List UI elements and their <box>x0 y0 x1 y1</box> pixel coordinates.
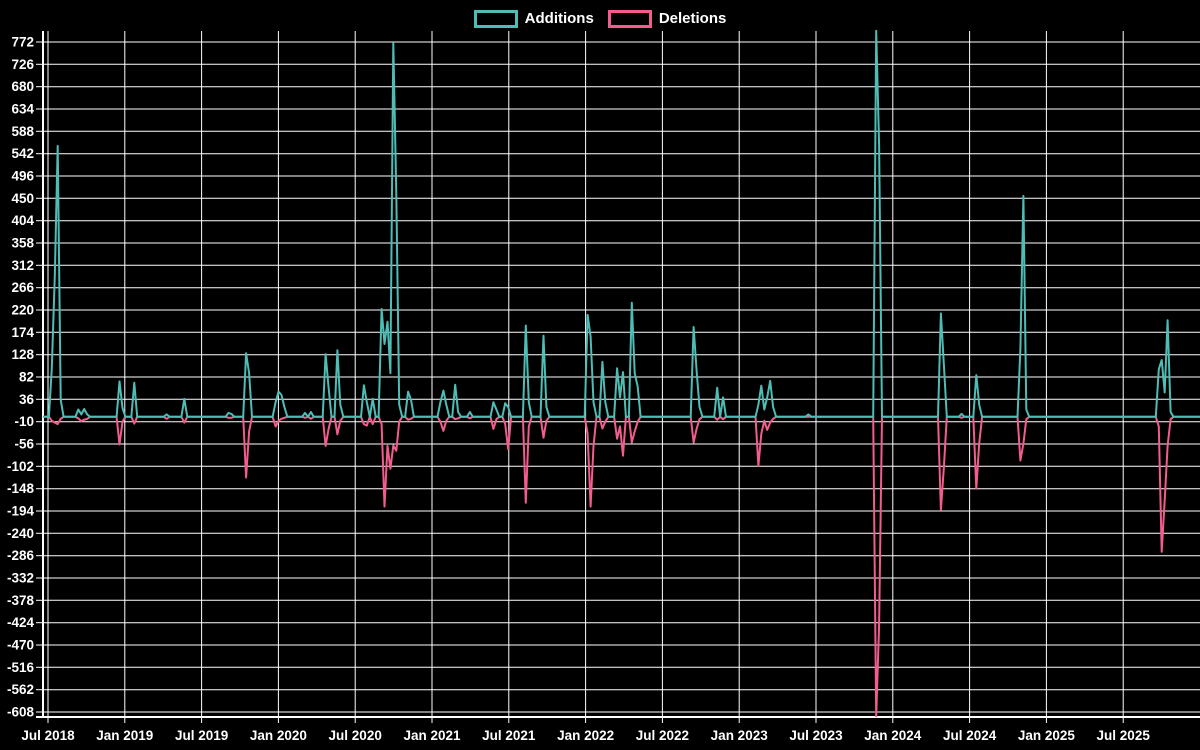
y-tick-label: 266 <box>11 280 34 295</box>
x-tick-label: Jul 2018 <box>21 728 75 743</box>
y-tick-label: 634 <box>11 102 34 117</box>
y-tick-label: 772 <box>11 35 34 50</box>
x-tick-label: Jan 2025 <box>1018 728 1076 743</box>
y-tick-label: -10 <box>14 414 34 429</box>
y-tick-label: 312 <box>11 258 34 273</box>
y-tick-label: 542 <box>11 146 34 161</box>
y-tick-label: 404 <box>11 213 34 228</box>
y-tick-label: -240 <box>7 526 34 541</box>
legend-label-deletions: Deletions <box>658 10 727 27</box>
y-tick-label: -286 <box>7 548 35 563</box>
y-tick-label: -148 <box>7 481 35 496</box>
x-tick-label: Jan 2023 <box>711 728 769 743</box>
x-tick-label: Jul 2020 <box>329 728 382 743</box>
x-tick-label: Jul 2024 <box>943 728 997 743</box>
y-tick-label: 726 <box>11 57 34 72</box>
deletions-swatch-icon <box>607 10 652 28</box>
y-tick-label: -562 <box>7 682 34 697</box>
x-tick-label: Jan 2022 <box>557 728 614 743</box>
deletions-line <box>43 415 1200 718</box>
legend-item-additions[interactable]: Additions <box>473 10 594 28</box>
y-tick-label: 450 <box>11 191 34 206</box>
x-tick-label: Jul 2022 <box>636 728 689 743</box>
y-tick-label: 680 <box>11 79 34 94</box>
x-tick-label: Jul 2021 <box>482 728 536 743</box>
x-tick-label: Jul 2025 <box>1097 728 1151 743</box>
legend-label-additions: Additions <box>524 10 594 27</box>
y-tick-label: -378 <box>7 593 35 608</box>
y-tick-label: -332 <box>7 571 34 586</box>
y-tick-label: -102 <box>7 459 34 474</box>
y-tick-label: 358 <box>11 236 34 251</box>
y-tick-label: -424 <box>7 615 35 630</box>
y-tick-label: 220 <box>11 303 34 318</box>
additions-line <box>43 30 1200 418</box>
y-tick-label: 174 <box>11 325 34 340</box>
x-tick-label: Jan 2020 <box>250 728 307 743</box>
y-tick-label: -608 <box>7 705 35 720</box>
chart-legend: Additions Deletions <box>0 8 1200 30</box>
y-tick-label: -470 <box>7 638 34 653</box>
y-tick-label: 82 <box>19 370 34 385</box>
y-tick-label: 496 <box>11 169 34 184</box>
y-tick-label: 128 <box>11 347 34 362</box>
x-tick-label: Jan 2024 <box>864 728 922 743</box>
x-tick-label: Jan 2021 <box>403 728 461 743</box>
additions-swatch-icon <box>473 10 518 28</box>
y-tick-label: -194 <box>7 504 35 519</box>
y-tick-label: -56 <box>14 437 34 452</box>
legend-item-deletions[interactable]: Deletions <box>607 10 727 28</box>
x-tick-label: Jan 2019 <box>96 728 153 743</box>
y-tick-label: 588 <box>11 124 34 139</box>
y-tick-label: 36 <box>19 392 35 407</box>
x-tick-label: Jul 2023 <box>789 728 843 743</box>
x-tick-label: Jul 2019 <box>175 728 228 743</box>
y-tick-label: -516 <box>7 660 35 675</box>
